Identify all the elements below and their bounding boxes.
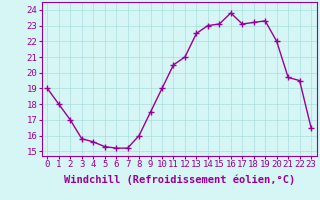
X-axis label: Windchill (Refroidissement éolien,°C): Windchill (Refroidissement éolien,°C) bbox=[64, 175, 295, 185]
